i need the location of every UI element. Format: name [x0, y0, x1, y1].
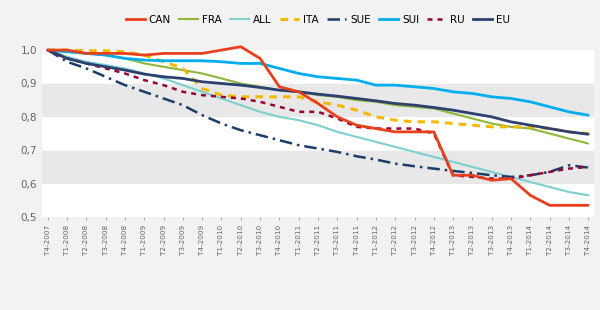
Bar: [42, 150, 594, 184]
Bar: [42, 83, 594, 117]
Bar: [42, 184, 594, 217]
Legend: CAN, FRA, ALL, ITA, SUE, SUI, RU, EU: CAN, FRA, ALL, ITA, SUE, SUI, RU, EU: [122, 11, 514, 29]
Bar: [42, 50, 594, 83]
Bar: [42, 117, 594, 150]
